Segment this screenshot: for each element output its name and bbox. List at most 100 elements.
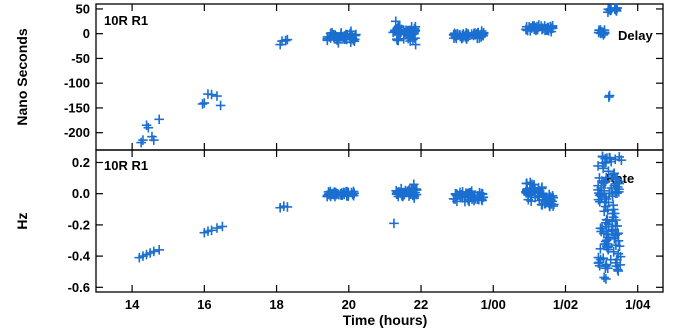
data-point — [524, 188, 535, 198]
data-point — [143, 122, 154, 133]
y-tick-label: 0 — [83, 26, 90, 41]
data-point — [529, 24, 540, 35]
data-point — [452, 190, 463, 200]
data-point — [612, 182, 623, 192]
data-point — [408, 187, 419, 198]
data-point — [611, 186, 622, 197]
y-tick-label: 0.0 — [72, 186, 90, 201]
plot-frame — [95, 3, 664, 151]
data-point — [134, 252, 145, 263]
data-point — [599, 272, 609, 283]
data-point — [410, 39, 421, 50]
data-point — [154, 245, 165, 255]
data-point — [525, 177, 536, 188]
y-tick-label: -200 — [64, 125, 90, 140]
x-tick-label: 1/02 — [553, 297, 578, 312]
data-point — [613, 235, 624, 246]
panel-label: 10R R1 — [104, 158, 148, 173]
data-point — [532, 190, 543, 201]
data-point — [206, 89, 217, 100]
data-point — [600, 153, 611, 164]
data-point — [601, 274, 611, 284]
data-point — [599, 206, 610, 217]
plot-frame — [95, 149, 664, 293]
data-point — [206, 225, 217, 236]
data-point — [541, 192, 552, 203]
data-point — [463, 195, 473, 205]
data-point — [610, 173, 621, 183]
x-tick-label: 20 — [342, 297, 356, 312]
data-point — [402, 186, 413, 197]
data-point — [595, 244, 606, 254]
data-point — [533, 20, 544, 30]
data-point — [138, 251, 148, 261]
data-point — [596, 226, 606, 237]
data-point — [594, 196, 605, 207]
data-point — [601, 194, 612, 204]
data-point — [474, 33, 485, 43]
data-point — [154, 114, 165, 125]
data-point — [614, 152, 625, 162]
data-point — [141, 249, 152, 260]
data-point — [325, 33, 336, 43]
y-axis-label: Hz — [14, 212, 30, 229]
data-point — [215, 100, 226, 111]
data-point — [600, 217, 611, 228]
panel-label: 10R R1 — [104, 13, 148, 28]
data-point — [614, 241, 625, 251]
data-point — [148, 135, 159, 145]
series-annotation: Delay — [618, 28, 653, 43]
data-point — [525, 23, 536, 33]
x-tick-label: 22 — [414, 297, 428, 312]
data-point — [329, 187, 340, 197]
data-point — [460, 31, 470, 42]
data-point — [601, 235, 612, 246]
data-point — [472, 194, 483, 205]
data-point — [610, 258, 621, 268]
data-point — [547, 190, 558, 201]
data-point — [610, 221, 621, 231]
data-point — [212, 223, 222, 233]
data-point — [524, 22, 534, 32]
data-point — [545, 198, 555, 209]
data-point — [136, 137, 146, 148]
x-tick-label: 14 — [125, 297, 140, 312]
x-tick-label: 1/04 — [625, 297, 651, 312]
data-point — [604, 90, 615, 101]
data-point — [148, 246, 159, 257]
y-tick-label: -50 — [71, 51, 90, 66]
data-point — [282, 34, 293, 45]
data-point — [609, 4, 620, 14]
data-point — [407, 29, 417, 40]
data-point — [606, 183, 617, 193]
y-tick-label: -100 — [64, 76, 90, 91]
data-point — [593, 180, 603, 191]
data-point — [600, 261, 611, 271]
y-tick-label: 50 — [76, 1, 90, 16]
y-tick-label: -0.6 — [68, 280, 90, 295]
data-point — [546, 23, 556, 34]
data-point — [455, 29, 465, 40]
data-point — [477, 188, 488, 199]
data-point — [346, 187, 357, 198]
data-point — [608, 204, 619, 215]
data-point — [600, 176, 611, 186]
data-point — [465, 188, 475, 199]
y-tick-label: -0.4 — [68, 249, 91, 264]
data-point — [197, 99, 208, 109]
data-point — [389, 218, 399, 229]
data-point — [599, 28, 610, 39]
data-point — [614, 176, 624, 187]
data-point — [409, 179, 419, 190]
data-point — [457, 186, 468, 197]
data-point — [593, 161, 603, 171]
data-point — [598, 163, 608, 174]
data-point — [536, 183, 547, 194]
data-point — [613, 228, 624, 239]
y-tick-label: -0.2 — [68, 217, 90, 232]
data-point — [390, 16, 401, 27]
data-point — [217, 221, 228, 232]
data-point — [613, 266, 624, 276]
data-point — [345, 33, 356, 44]
y-tick-label: -150 — [64, 100, 90, 115]
